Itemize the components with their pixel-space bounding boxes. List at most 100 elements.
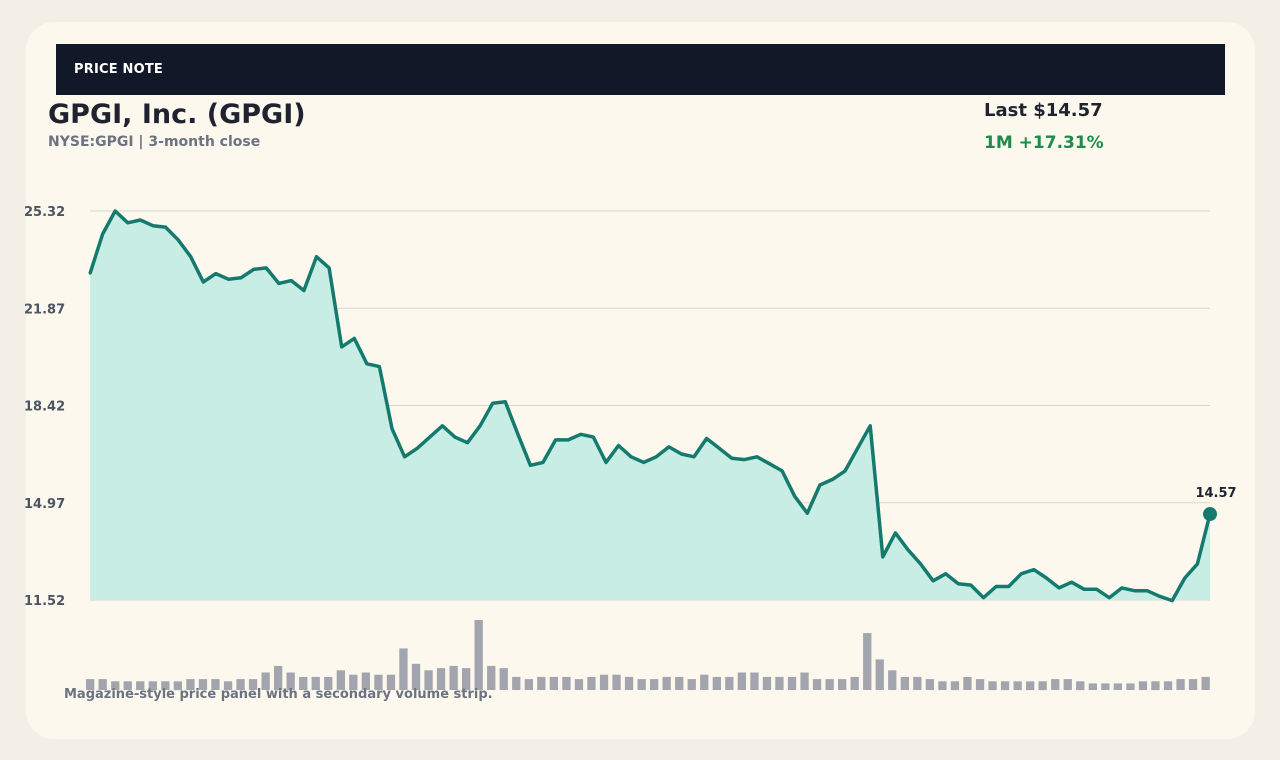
price-point xyxy=(227,278,230,281)
price-point xyxy=(705,437,708,440)
volume-bar xyxy=(1176,679,1185,690)
header-bar: PRICE NOTE xyxy=(56,44,1225,95)
price-point xyxy=(466,441,469,444)
volume-bar xyxy=(374,674,383,690)
price-point xyxy=(1183,576,1187,580)
price-point xyxy=(655,455,658,459)
volume-bar xyxy=(111,681,120,691)
price-point xyxy=(126,221,129,225)
volume-bar xyxy=(336,670,345,690)
price-point xyxy=(189,255,192,258)
price-point xyxy=(831,478,834,481)
price-point xyxy=(214,272,218,275)
price-point xyxy=(390,427,394,430)
last-price-marker xyxy=(1203,507,1217,522)
price-point xyxy=(516,433,520,436)
price-point xyxy=(906,548,910,552)
price-line xyxy=(88,209,1212,603)
price-point xyxy=(176,238,180,241)
price-point xyxy=(529,464,532,467)
price-point xyxy=(667,445,671,449)
volume-bar xyxy=(1101,683,1110,690)
price-point xyxy=(378,365,381,368)
volume-bar xyxy=(838,679,847,690)
volume-bar xyxy=(1126,683,1135,690)
price-point xyxy=(1095,588,1098,591)
volume-bar xyxy=(524,679,533,690)
price-point xyxy=(113,209,117,213)
volume-bar xyxy=(424,670,433,690)
volume-bar xyxy=(975,679,985,690)
volume-bar xyxy=(211,679,220,690)
volume-bar xyxy=(399,648,408,690)
header-label: PRICE NOTE xyxy=(74,62,164,77)
volume-bar xyxy=(1051,679,1060,690)
volume-bar xyxy=(700,674,709,690)
price-point xyxy=(592,435,595,439)
volume-bar xyxy=(888,670,897,690)
volume-bar xyxy=(361,672,370,690)
price-point xyxy=(957,582,960,585)
volume-bar xyxy=(186,679,195,690)
y-tick-label: 25.32 xyxy=(24,205,65,220)
price-point xyxy=(365,362,369,365)
volume-bar xyxy=(587,676,596,690)
y-axis-ticks: 25.32 21.87 18.42 14.97 11.52 xyxy=(24,205,65,609)
price-point xyxy=(1020,572,1023,575)
volume-bar xyxy=(775,676,784,690)
price-point xyxy=(931,579,935,583)
volume-bar xyxy=(223,681,233,691)
price-point xyxy=(806,511,809,515)
price-point xyxy=(1196,562,1199,566)
price-point xyxy=(88,272,92,275)
volume-bar xyxy=(925,679,934,690)
price-point xyxy=(264,266,268,270)
price-point xyxy=(478,424,482,427)
volume-bar xyxy=(474,620,483,690)
price-point xyxy=(780,469,784,473)
volume-bar xyxy=(675,676,684,690)
price-point xyxy=(617,444,620,447)
volume-bar xyxy=(449,665,458,690)
price-point xyxy=(164,225,167,229)
volume-bar xyxy=(123,681,132,691)
price-point xyxy=(604,461,608,464)
volume-bar xyxy=(1076,681,1085,691)
price-points xyxy=(88,209,1212,602)
volume-bar xyxy=(173,681,182,691)
volume-bar xyxy=(1151,681,1160,691)
volume-bar xyxy=(1113,683,1122,690)
volume-bar xyxy=(436,668,446,690)
price-point xyxy=(894,531,897,535)
volume-bar xyxy=(712,676,721,690)
volume-bar xyxy=(762,676,772,690)
price-point xyxy=(718,447,721,450)
volume-bar xyxy=(574,679,584,690)
volume-bar xyxy=(725,676,734,690)
volume-bar xyxy=(198,679,208,690)
volume-bar xyxy=(612,674,621,690)
price-point xyxy=(315,255,318,258)
price-point xyxy=(1070,581,1073,584)
volume-bar xyxy=(161,681,170,691)
volume-bar xyxy=(913,676,922,690)
price-point xyxy=(579,433,582,436)
volume-bar xyxy=(900,676,909,690)
volume-bar xyxy=(950,681,960,691)
volume-bar xyxy=(1088,683,1097,690)
price-point xyxy=(1045,576,1048,580)
price-point xyxy=(441,424,444,427)
price-point xyxy=(239,276,243,280)
volume-bar xyxy=(1026,681,1035,691)
price-point xyxy=(1145,589,1149,592)
volume-bar xyxy=(562,676,571,690)
volume-bar xyxy=(875,659,884,690)
volume-bar xyxy=(462,668,471,690)
price-point xyxy=(491,402,494,405)
volume-bar xyxy=(650,679,659,690)
volume-bar xyxy=(236,679,245,690)
volume-bar xyxy=(863,633,872,690)
volume-bar xyxy=(549,676,558,690)
change-badge: 1M +17.31% xyxy=(984,133,1104,153)
volume-bar xyxy=(86,679,95,690)
